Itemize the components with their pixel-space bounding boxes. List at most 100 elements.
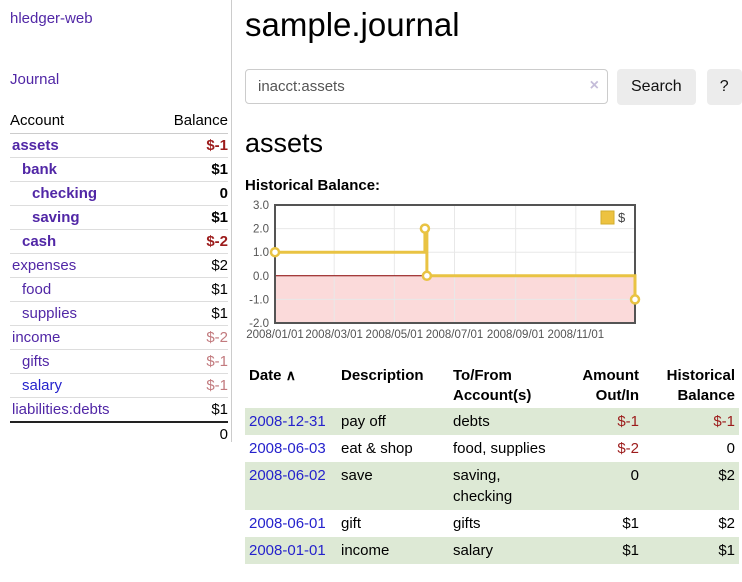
account-row: expenses $2 — [10, 253, 228, 278]
x-tick-label: 2008/03/01 — [305, 329, 363, 341]
register-row: 2008-06-02 save saving, checking 0 $2 — [245, 462, 739, 511]
account-link-expenses[interactable]: expenses — [12, 257, 77, 274]
account-row: food $1 — [10, 277, 228, 302]
register-cell-balance: $-1 — [643, 408, 739, 436]
account-balance: 0 — [151, 181, 228, 206]
account-link-supplies[interactable]: supplies — [22, 305, 78, 322]
y-tick-label: -2.0 — [249, 318, 269, 330]
register-cell-description: gift — [341, 515, 362, 533]
journal-link[interactable]: Journal — [10, 71, 60, 88]
register-cell-description: income — [337, 537, 449, 565]
register-cell-amount: 0 — [567, 462, 643, 511]
account-row: cash $-2 — [10, 229, 228, 254]
account-row: saving $1 — [10, 205, 228, 230]
accounts-table: Account Balance assets $-1 bank $1 checking 0… — [10, 109, 228, 446]
y-tick-label: 2.0 — [253, 224, 269, 236]
register-cell-balance: $2 — [643, 462, 739, 511]
account-link-liabilities-debts[interactable]: liabilities:debts — [12, 401, 110, 418]
account-row: income $-2 — [10, 325, 228, 350]
account-link-gifts[interactable]: gifts — [22, 353, 50, 370]
register-cell-balance: $1 — [643, 537, 739, 565]
accounts-header-account: Account — [10, 109, 152, 134]
search-input[interactable] — [245, 69, 608, 105]
x-tick-label: 2008/01/01 — [246, 329, 304, 341]
account-balance: $2 — [151, 253, 228, 278]
account-link-checking[interactable]: checking — [32, 185, 98, 202]
register-cell-date: 2008-01-01 — [245, 537, 337, 565]
chart-title: Historical Balance: — [245, 176, 381, 194]
x-tick-label: 2008/05/01 — [366, 329, 424, 341]
register-header-date[interactable]: Date ∧ — [245, 364, 337, 409]
register-row: 2008-06-03 eat & shop food, supplies $-2 0 — [245, 435, 739, 462]
account-row: bank $1 — [10, 157, 228, 182]
register-cell-description: pay off — [337, 408, 449, 436]
register-cell-accounts: saving, checking — [449, 462, 567, 511]
register-cell-accounts: salary — [449, 537, 567, 565]
app-title-link[interactable]: hledger-web — [10, 10, 93, 27]
register-table: Date ∧ Description To/From Account(s) Am… — [245, 364, 739, 565]
account-balance: $-1 — [151, 373, 228, 398]
account-link-assets[interactable]: assets — [12, 137, 59, 154]
search-button[interactable]: Search — [617, 68, 696, 105]
transaction-date-link[interactable]: 2008-06-03 — [249, 440, 326, 458]
search-form: × Search ? — [245, 68, 742, 105]
account-row: gifts $-1 — [10, 349, 228, 374]
account-row: assets $-1 — [10, 134, 228, 158]
register-cell-balance: 0 — [726, 440, 735, 458]
account-link-cash[interactable]: cash — [22, 233, 57, 250]
account-row: salary $-1 — [10, 373, 228, 398]
register-cell-date: 2008-12-31 — [245, 408, 337, 436]
x-tick-label: 2008/11/01 — [547, 329, 604, 341]
register-header-amount: Amount Out/In — [582, 366, 639, 405]
y-tick-label: -1.0 — [249, 294, 269, 306]
accounts-total-row: 0 — [10, 421, 228, 446]
search-box: × — [245, 69, 608, 105]
data-point — [269, 246, 281, 258]
transaction-date-link[interactable]: 2008-06-02 — [249, 467, 326, 485]
main-content: sample.journal × Search ? assets Histori… — [232, 0, 742, 565]
y-tick-label: 0.0 — [253, 271, 269, 283]
y-tick-label: 1.0 — [253, 247, 269, 259]
sort-ascending-icon: ∧ — [285, 366, 296, 383]
account-balance: $-1 — [151, 349, 228, 374]
register-row: 2008-01-01 income salary $1 $1 — [245, 537, 739, 565]
help-button[interactable]: ? — [706, 68, 742, 105]
transaction-date-link[interactable]: 2008-01-01 — [249, 542, 326, 560]
legend-swatch — [600, 210, 615, 225]
register-header-row: Date ∧ Description To/From Account(s) Am… — [245, 364, 739, 409]
register-cell-date: 2008-06-02 — [245, 462, 337, 511]
data-point — [419, 223, 431, 234]
register-cell-balance: $2 — [718, 515, 735, 533]
account-link-food[interactable]: food — [22, 281, 52, 298]
register-row: 2008-12-31 pay off debts $-1 $-1 — [245, 408, 739, 436]
account-balance: $-2 — [151, 229, 228, 254]
clear-search-icon[interactable]: × — [589, 77, 599, 95]
register-cell-accounts: food, supplies — [453, 440, 546, 458]
account-balance: $1 — [151, 397, 228, 422]
account-row: liabilities:debts $1 — [10, 397, 228, 422]
account-link-income[interactable]: income — [12, 329, 61, 346]
register-cell-accounts: debts — [449, 408, 567, 436]
transaction-date-link[interactable]: 2008-12-31 — [249, 413, 326, 431]
account-balance: $1 — [151, 301, 228, 326]
register-row: 2008-06-01 gift gifts $1 $2 — [245, 510, 739, 537]
transaction-date-link[interactable]: 2008-06-01 — [249, 515, 326, 533]
x-tick-label: 2008/07/01 — [426, 329, 484, 341]
account-row: supplies $1 — [10, 301, 228, 326]
register-cell-amount: $1 — [567, 537, 643, 565]
register-header-date-label: Date — [249, 366, 282, 384]
account-link-salary[interactable]: salary — [22, 377, 63, 394]
sidebar: hledger-web Journal Account Balance asse… — [0, 0, 232, 446]
account-link-saving[interactable]: saving — [32, 209, 80, 226]
register-header-description: Description — [341, 366, 424, 384]
account-balance: $-2 — [151, 325, 228, 350]
register-cell-date: 2008-06-03 — [245, 435, 337, 462]
register-cell-description: save — [337, 462, 449, 511]
register-cell-date: 2008-06-01 — [245, 510, 337, 537]
data-point — [421, 270, 433, 282]
page-title: sample.journal — [245, 6, 460, 43]
register-cell-amount: $1 — [622, 515, 639, 533]
account-link-bank[interactable]: bank — [22, 161, 58, 178]
